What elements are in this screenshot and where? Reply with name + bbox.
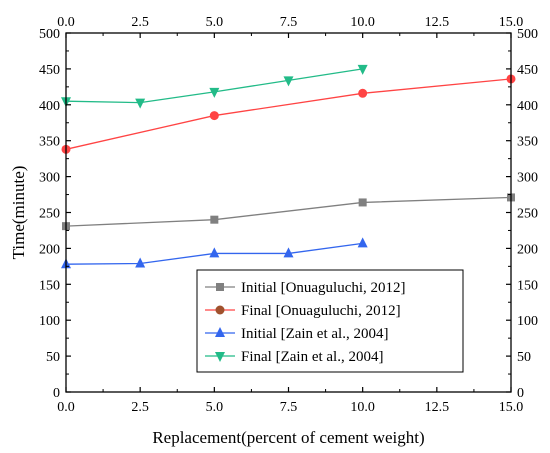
y-tick-label: 200 bbox=[39, 242, 60, 257]
x-tick-label: 10.0 bbox=[350, 400, 375, 415]
series-2 bbox=[61, 237, 368, 269]
legend-marker bbox=[215, 352, 225, 362]
y-right-tick-label: 500 bbox=[517, 27, 538, 42]
y-tick-label: 50 bbox=[46, 350, 60, 365]
legend-item: Final [Onuaguluchi, 2012] bbox=[205, 303, 401, 319]
y-tick-label: 400 bbox=[39, 99, 60, 114]
series-line bbox=[65, 78, 512, 150]
y-right-tick-label: 250 bbox=[517, 207, 538, 222]
y-right-tick-label: 50 bbox=[517, 350, 531, 365]
data-point bbox=[283, 76, 294, 87]
y-right-tick-label: 200 bbox=[517, 242, 538, 257]
data-point bbox=[135, 98, 146, 109]
x-axis-title: Replacement(percent of cement weight) bbox=[152, 428, 424, 447]
data-point bbox=[357, 237, 368, 248]
x-top-tick-label: 10.0 bbox=[350, 15, 375, 30]
y-right-tick-label: 300 bbox=[517, 171, 538, 186]
legend-item: Initial [Onuaguluchi, 2012] bbox=[205, 280, 406, 296]
marks-layer bbox=[61, 64, 516, 269]
legend-label: Initial [Onuaguluchi, 2012] bbox=[241, 280, 406, 296]
legend-marker bbox=[216, 283, 224, 291]
y-tick-label: 100 bbox=[39, 314, 60, 329]
x-top-tick-label: 12.5 bbox=[425, 15, 450, 30]
legend-marker bbox=[215, 327, 225, 337]
series-0 bbox=[62, 193, 515, 231]
y-tick-label: 300 bbox=[39, 171, 60, 186]
data-point bbox=[209, 111, 219, 121]
y-tick-label: 500 bbox=[39, 27, 60, 42]
legend-label: Final [Zain et al., 2004] bbox=[241, 349, 383, 365]
data-point bbox=[283, 247, 294, 258]
y-right-tick-label: 150 bbox=[517, 278, 538, 293]
x-top-tick-label: 15.0 bbox=[499, 15, 524, 30]
y-right-tick-label: 450 bbox=[517, 63, 538, 78]
data-point bbox=[209, 247, 220, 258]
data-point bbox=[358, 198, 367, 207]
legend-label: Final [Onuaguluchi, 2012] bbox=[241, 303, 401, 319]
x-tick-label: 2.5 bbox=[131, 400, 149, 415]
y-tick-label: 350 bbox=[39, 135, 60, 150]
data-point bbox=[209, 87, 220, 98]
legend-item: Initial [Zain et al., 2004] bbox=[205, 326, 388, 342]
legend: Initial [Onuaguluchi, 2012] Final [Onuagu… bbox=[196, 269, 464, 373]
data-point bbox=[210, 215, 219, 224]
x-top-tick-label: 5.0 bbox=[206, 15, 224, 30]
x-top-tick-label: 2.5 bbox=[131, 15, 149, 30]
x-tick-label: 15.0 bbox=[499, 400, 524, 415]
x-top-tick-label: 0.0 bbox=[57, 15, 75, 30]
y-right-tick-label: 350 bbox=[517, 135, 538, 150]
x-tick-label: 7.5 bbox=[280, 400, 298, 415]
y-right-tick-label: 400 bbox=[517, 99, 538, 114]
x-tick-label: 5.0 bbox=[206, 400, 224, 415]
x-tick-label: 0.0 bbox=[57, 400, 75, 415]
y-tick-label: 0 bbox=[53, 386, 60, 401]
y-axis-title: Time(minute) bbox=[9, 166, 28, 260]
series-line bbox=[65, 196, 512, 227]
y-tick-label: 150 bbox=[39, 278, 60, 293]
y-tick-label: 250 bbox=[39, 207, 60, 222]
series-1 bbox=[61, 74, 516, 154]
data-point bbox=[357, 64, 368, 75]
x-tick-label: 12.5 bbox=[425, 400, 450, 415]
ticks-layer: 0.0 0.0 2.5 2.5 5.0 5.0 7.5 7.5 10.0 10.0 12.5 12.5… bbox=[39, 15, 538, 415]
legend-box bbox=[196, 269, 464, 373]
data-point bbox=[135, 257, 146, 268]
legend-item: Final [Zain et al., 2004] bbox=[205, 349, 383, 365]
legend-label: Initial [Zain et al., 2004] bbox=[241, 326, 388, 342]
y-right-tick-label: 0 bbox=[517, 386, 524, 401]
data-point bbox=[358, 88, 368, 98]
x-top-tick-label: 7.5 bbox=[280, 15, 298, 30]
series-3 bbox=[61, 64, 368, 109]
y-right-tick-label: 100 bbox=[517, 314, 538, 329]
y-tick-label: 450 bbox=[39, 63, 60, 78]
legend-marker bbox=[215, 305, 225, 315]
